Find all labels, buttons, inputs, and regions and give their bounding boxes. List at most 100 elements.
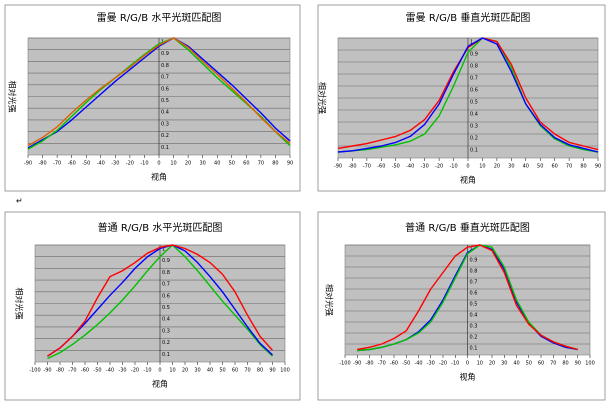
series-line bbox=[27, 37, 291, 149]
x-tick-label: 100 bbox=[280, 368, 290, 374]
y-tick-label: 0.9 bbox=[470, 52, 478, 58]
x-tick-label: 10 bbox=[170, 161, 176, 167]
x-tick-label: -40 bbox=[97, 161, 105, 167]
x-tick-label: 80 bbox=[580, 164, 586, 170]
y-tick-label: 0.2 bbox=[162, 340, 170, 346]
x-tick-label: 40 bbox=[513, 361, 519, 367]
y-tick-label: 0.5 bbox=[162, 305, 170, 311]
x-axis-label: 视角 bbox=[460, 372, 476, 382]
x-tick-label: 50 bbox=[219, 368, 225, 374]
x-tick-label: 20 bbox=[494, 164, 500, 170]
x-tick-label: 30 bbox=[194, 368, 200, 374]
x-tick-label: 10 bbox=[477, 361, 483, 367]
y-tick-label: 0.8 bbox=[470, 64, 478, 70]
x-tick-label: 0 bbox=[466, 164, 469, 170]
y-tick-label: 0.4 bbox=[470, 313, 478, 319]
x-tick-label: -60 bbox=[390, 361, 398, 367]
x-tick-label: 60 bbox=[232, 368, 238, 374]
series-line bbox=[47, 244, 273, 357]
x-tick-label: 70 bbox=[258, 161, 264, 167]
x-tick-label: 60 bbox=[551, 164, 557, 170]
x-tick-label: -70 bbox=[68, 368, 76, 374]
x-tick-label: 70 bbox=[550, 361, 556, 367]
y-tick-label: 0.4 bbox=[162, 317, 170, 323]
x-tick-label: 90 bbox=[269, 368, 275, 374]
x-tick-label: -20 bbox=[126, 161, 134, 167]
chart-title: 雷曼 R/G/B 水平光斑匹配图 bbox=[97, 11, 222, 24]
x-tick-label: -50 bbox=[82, 161, 90, 167]
y-tick-label: 0.4 bbox=[470, 112, 478, 118]
x-tick-label: -60 bbox=[81, 368, 89, 374]
x-tick-label: 40 bbox=[214, 161, 220, 167]
x-tick-label: 30 bbox=[199, 161, 205, 167]
x-tick-label: -90 bbox=[24, 161, 32, 167]
x-tick-label: -60 bbox=[377, 164, 385, 170]
x-tick-label: -30 bbox=[421, 164, 429, 170]
series-line bbox=[47, 244, 274, 357]
x-tick-label: -60 bbox=[68, 161, 76, 167]
y-tick-label: 0.3 bbox=[162, 328, 170, 334]
x-tick-label: -90 bbox=[334, 164, 342, 170]
x-axis-label: 视角 bbox=[151, 172, 167, 182]
x-tick-label: -80 bbox=[365, 361, 373, 367]
x-tick-label: -90 bbox=[353, 361, 361, 367]
x-tick-label: 40 bbox=[207, 368, 213, 374]
x-axis-label: 视角 bbox=[460, 175, 476, 185]
x-tick-label: 50 bbox=[229, 161, 235, 167]
y-tick-label: 0.1 bbox=[161, 145, 169, 151]
series-line bbox=[47, 244, 273, 360]
x-tick-label: 90 bbox=[595, 164, 601, 170]
y-tick-label: 1 bbox=[470, 247, 473, 253]
x-tick-label: -10 bbox=[140, 161, 148, 167]
y-tick-label: 0.4 bbox=[161, 110, 169, 116]
x-tick-label: 10 bbox=[169, 368, 175, 374]
y-axis-label: 相对光强 bbox=[325, 284, 335, 316]
x-tick-label: 0 bbox=[157, 161, 160, 167]
x-tick-label: -40 bbox=[406, 164, 414, 170]
x-tick-label: -20 bbox=[435, 164, 443, 170]
x-tick-label: 60 bbox=[243, 161, 249, 167]
y-tick-label: 0.7 bbox=[162, 282, 170, 288]
x-tick-label: -40 bbox=[106, 368, 114, 374]
chart-title: 雷曼 R/G/B 垂直光斑匹配图 bbox=[406, 11, 531, 24]
x-tick-label: -20 bbox=[439, 361, 447, 367]
x-tick-label: 100 bbox=[585, 361, 595, 367]
y-tick-label: 0.3 bbox=[470, 324, 478, 330]
x-tick-label: -50 bbox=[392, 164, 400, 170]
y-tick-label: 0.9 bbox=[161, 51, 169, 57]
x-tick-label: -70 bbox=[53, 161, 61, 167]
y-tick-label: 0.9 bbox=[162, 258, 170, 264]
x-tick-label: -90 bbox=[43, 368, 51, 374]
y-tick-label: 0.3 bbox=[161, 121, 169, 127]
y-tick-label: 0.8 bbox=[470, 269, 478, 275]
x-tick-label: -40 bbox=[414, 361, 422, 367]
x-tick-label: 30 bbox=[508, 164, 514, 170]
y-tick-label: 0.1 bbox=[470, 148, 478, 154]
x-tick-label: -70 bbox=[378, 361, 386, 367]
x-tick-label: -100 bbox=[339, 361, 350, 367]
y-tick-label: 0.5 bbox=[161, 98, 169, 104]
x-tick-label: 50 bbox=[537, 164, 543, 170]
x-tick-label: 80 bbox=[272, 161, 278, 167]
x-tick-label: -80 bbox=[38, 161, 46, 167]
x-tick-label: 80 bbox=[562, 361, 568, 367]
chart-title: 普通 R/G/B 水平光斑匹配图 bbox=[98, 221, 223, 234]
x-tick-label: 70 bbox=[566, 164, 572, 170]
y-tick-label: 0.6 bbox=[161, 86, 169, 92]
x-tick-label: -70 bbox=[363, 164, 371, 170]
series-line bbox=[337, 37, 599, 153]
y-tick-label: 0.8 bbox=[161, 63, 169, 69]
x-tick-label: -20 bbox=[131, 368, 139, 374]
y-tick-label: 0.7 bbox=[470, 280, 478, 286]
x-tick-label: 90 bbox=[287, 161, 293, 167]
y-tick-label: 0.5 bbox=[470, 100, 478, 106]
x-tick-label: -100 bbox=[29, 368, 40, 374]
x-tick-label: -50 bbox=[402, 361, 410, 367]
y-axis-label: 相对光强 bbox=[8, 81, 18, 113]
x-tick-label: -80 bbox=[348, 164, 356, 170]
series-line bbox=[27, 37, 291, 147]
y-axis-label: 相对光强 bbox=[15, 288, 25, 320]
x-tick-label: 80 bbox=[257, 368, 263, 374]
y-tick-label: 0.2 bbox=[470, 335, 478, 341]
y-tick-label: 0.7 bbox=[470, 76, 478, 82]
